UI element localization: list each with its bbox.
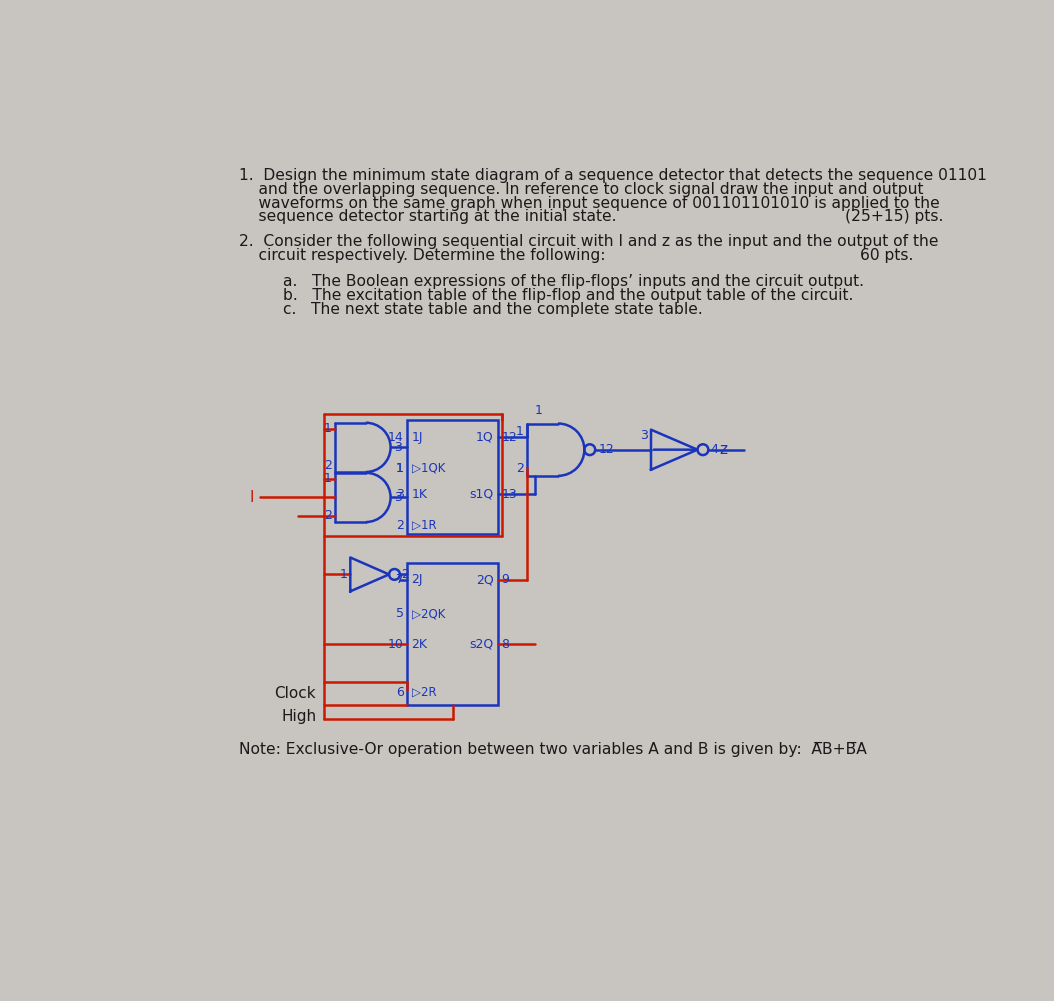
Text: I: I [250,489,254,505]
Text: 2: 2 [396,519,404,532]
Text: 3: 3 [394,440,402,453]
Text: 1K: 1K [411,487,428,500]
Text: 1: 1 [396,461,404,474]
Text: (25+15) pts.: (25+15) pts. [844,209,943,224]
Text: 13: 13 [502,487,518,500]
Text: ▷1QK: ▷1QK [411,461,445,474]
Text: 4: 4 [710,443,718,456]
Text: and the overlapping sequence. In reference to clock signal draw the input and ou: and the overlapping sequence. In referen… [238,182,923,197]
Text: 1.  Design the minimum state diagram of a sequence detector that detects the seq: 1. Design the minimum state diagram of a… [238,168,987,183]
Text: 3: 3 [394,490,402,504]
Text: 1: 1 [324,472,332,485]
Text: 2: 2 [516,461,524,474]
Bar [407,563,499,706]
Text: Note: Exclusive-Or operation between two variables A and B is given by:  A̅B+B̅A: Note: Exclusive-Or operation between two… [238,743,866,758]
Text: ▷1R: ▷1R [411,519,436,532]
Text: 12: 12 [599,443,614,456]
Text: 1Q: 1Q [476,430,493,443]
Text: High: High [281,709,316,724]
Text: Clock: Clock [275,686,316,701]
Text: 3: 3 [640,429,648,442]
Text: 1: 1 [396,461,404,474]
Text: 2: 2 [324,459,332,472]
Text: 1: 1 [516,424,524,437]
Bar [407,420,499,535]
Text: 2J: 2J [411,574,423,587]
Text: 1: 1 [534,404,543,417]
Text: 60 pts.: 60 pts. [860,248,914,263]
Text: 10: 10 [388,638,404,651]
Text: 7: 7 [395,574,404,587]
Text: 1: 1 [324,422,332,435]
Text: 2: 2 [324,510,332,523]
Text: c.   The next state table and the complete state table.: c. The next state table and the complete… [282,302,703,317]
Text: 1J: 1J [411,430,423,443]
Text: 8: 8 [502,638,509,651]
Text: a.   The Boolean expressions of the flip-flops’ inputs and the circuit output.: a. The Boolean expressions of the flip-f… [282,274,864,289]
Text: b.   The excitation table of the flip-flop and the output table of the circuit.: b. The excitation table of the flip-flop… [282,288,854,303]
Text: 3: 3 [396,487,404,500]
Text: 2K: 2K [411,638,428,651]
Text: sequence detector starting at the initial state.: sequence detector starting at the initia… [238,209,617,224]
Text: ▷2QK: ▷2QK [411,608,445,621]
Text: 9: 9 [502,574,509,587]
Text: 12: 12 [502,430,518,443]
Text: 2.  Consider the following sequential circuit with I and z as the input and the : 2. Consider the following sequential cir… [238,234,938,249]
Text: s2Q: s2Q [469,638,493,651]
Text: 14: 14 [388,430,404,443]
Text: 1: 1 [339,568,347,581]
Text: circuit respectively. Determine the following:: circuit respectively. Determine the foll… [238,248,605,263]
Text: waveforms on the same graph when input sequence of 001101101010 is applied to th: waveforms on the same graph when input s… [238,195,939,210]
Text: 5: 5 [395,608,404,621]
Text: 6: 6 [396,686,404,699]
Text: z: z [719,442,727,457]
Text: ▷2R: ▷2R [411,686,436,699]
Text: s1Q: s1Q [469,487,493,500]
Text: 2Q: 2Q [476,574,493,587]
Text: 2: 2 [402,568,409,581]
